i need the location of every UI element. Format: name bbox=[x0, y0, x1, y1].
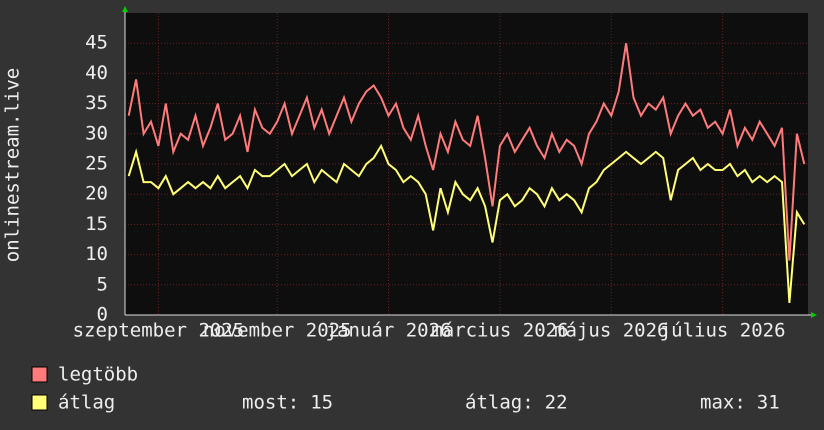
series-line bbox=[127, 43, 806, 261]
y-tick-label: 10 bbox=[85, 243, 108, 265]
x-tick-label: május 2026 bbox=[554, 320, 668, 342]
legend-label: legtöbb bbox=[58, 364, 138, 386]
legend: legtöbb átlag most: 15 átlag: 22 max: 31 bbox=[31, 364, 780, 414]
y-tick-label: 30 bbox=[85, 122, 108, 144]
y-tick-label: 45 bbox=[85, 32, 108, 54]
y-axis-label: onlinestream.live bbox=[2, 68, 24, 262]
y-tick-label: 40 bbox=[85, 62, 108, 84]
x-tick-label: november 2025 bbox=[203, 320, 352, 342]
series-line bbox=[127, 143, 806, 303]
y-tick-label: 20 bbox=[85, 183, 108, 205]
stat-value: 31 bbox=[757, 392, 780, 414]
y-tick-label: 25 bbox=[85, 153, 108, 175]
y-arrow bbox=[122, 6, 128, 12]
y-tick-label: 15 bbox=[85, 213, 108, 235]
stat-value: 15 bbox=[310, 392, 333, 414]
x-arrow bbox=[811, 312, 817, 318]
x-tick-label: január 2026 bbox=[326, 320, 452, 342]
stat-label: most: bbox=[242, 392, 299, 414]
stat-label: átlag: bbox=[465, 392, 534, 414]
legend-swatch bbox=[31, 394, 48, 411]
legend-swatch bbox=[31, 366, 48, 383]
y-tick-label: 0 bbox=[97, 304, 108, 326]
x-tick-label: március 2026 bbox=[431, 320, 568, 342]
x-tick-label: szeptember 2025 bbox=[73, 320, 245, 342]
x-tick-label: július 2026 bbox=[660, 320, 786, 342]
y-tick-label: 35 bbox=[85, 92, 108, 114]
legend-label: átlag bbox=[58, 392, 115, 414]
stat-label: max: bbox=[700, 392, 746, 414]
stat-value: 22 bbox=[545, 392, 568, 414]
y-tick-label: 5 bbox=[97, 273, 108, 295]
lines bbox=[127, 43, 806, 303]
plot-area bbox=[125, 13, 808, 315]
